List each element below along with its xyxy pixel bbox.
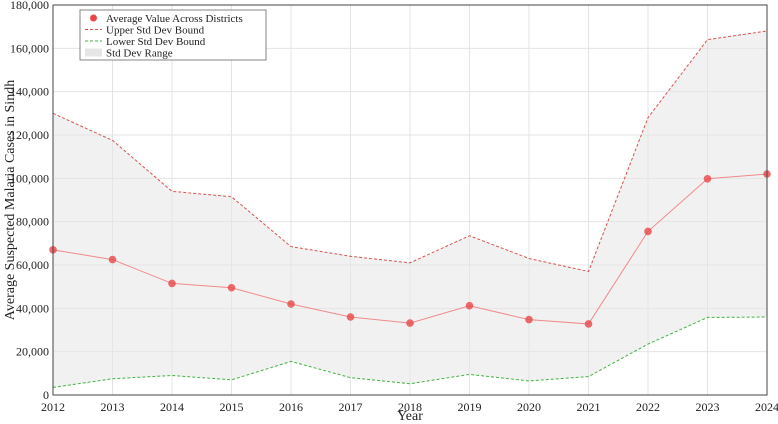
legend-label: Std Dev Range — [106, 48, 173, 60]
average-point — [644, 227, 652, 236]
x-tick-label: 2020 — [517, 400, 541, 414]
x-tick-label: 2016 — [279, 400, 303, 414]
x-tick-label: 2013 — [101, 400, 125, 414]
x-axis-label: Year — [397, 409, 423, 424]
x-tick-label: 2024 — [755, 400, 778, 414]
axis-ticks: 2012 2013 2014 2015 2016 2017 2018 2019 2020 2021… — [10, 0, 778, 414]
x-tick-label: 2015 — [220, 400, 244, 414]
y-tick-label: 60,000 — [16, 258, 49, 272]
std-dev-range-area — [53, 31, 767, 388]
legend-label: Upper Std Dev Bound — [106, 25, 205, 37]
x-tick-label: 2014 — [160, 400, 184, 414]
average-point — [465, 301, 474, 310]
y-tick-label: 40,000 — [16, 301, 49, 315]
legend-marker-average — [90, 14, 97, 22]
lower-bound-line — [52, 316, 768, 388]
legend-label: Average Value Across Districts — [106, 13, 243, 25]
x-tick-label: 2022 — [636, 400, 660, 414]
average-point — [525, 315, 533, 324]
x-tick-label: 2017 — [339, 400, 363, 414]
x-tick-label: 2019 — [458, 400, 482, 414]
x-tick-label: 2018 — [398, 400, 422, 414]
x-tick-label: 2023 — [696, 400, 720, 414]
plot-frame — [52, 4, 768, 396]
upper-bound-line — [52, 30, 768, 273]
y-tick-label: 160,000 — [10, 41, 49, 55]
y-tick-label: 0 — [43, 388, 49, 402]
average-point — [108, 255, 117, 264]
y-tick-label: 20,000 — [16, 345, 49, 359]
x-tick-label: 2021 — [577, 400, 601, 414]
average-point — [346, 313, 355, 321]
y-axis-label: Average Suspected Malaria Cases in Sindh — [3, 80, 18, 320]
average-point — [168, 279, 176, 288]
std-dev-band — [53, 31, 767, 388]
average-point — [227, 283, 236, 292]
y-tick-label: 180,000 — [10, 0, 49, 12]
average-point — [703, 174, 712, 183]
average-point — [287, 300, 295, 308]
y-tick-label: 120,000 — [10, 128, 49, 142]
y-tick-label: 80,000 — [16, 215, 49, 229]
average-point — [406, 319, 414, 327]
average-point — [584, 320, 593, 328]
x-tick-label: 2012 — [41, 400, 65, 414]
series — [49, 30, 771, 388]
legend-box — [79, 9, 267, 61]
y-tick-label: 100,000 — [10, 171, 49, 185]
legend-label: Lower Std Dev Bound — [106, 36, 206, 48]
legend-marker-band — [85, 48, 102, 57]
y-tick-label: 140,000 — [10, 85, 49, 99]
